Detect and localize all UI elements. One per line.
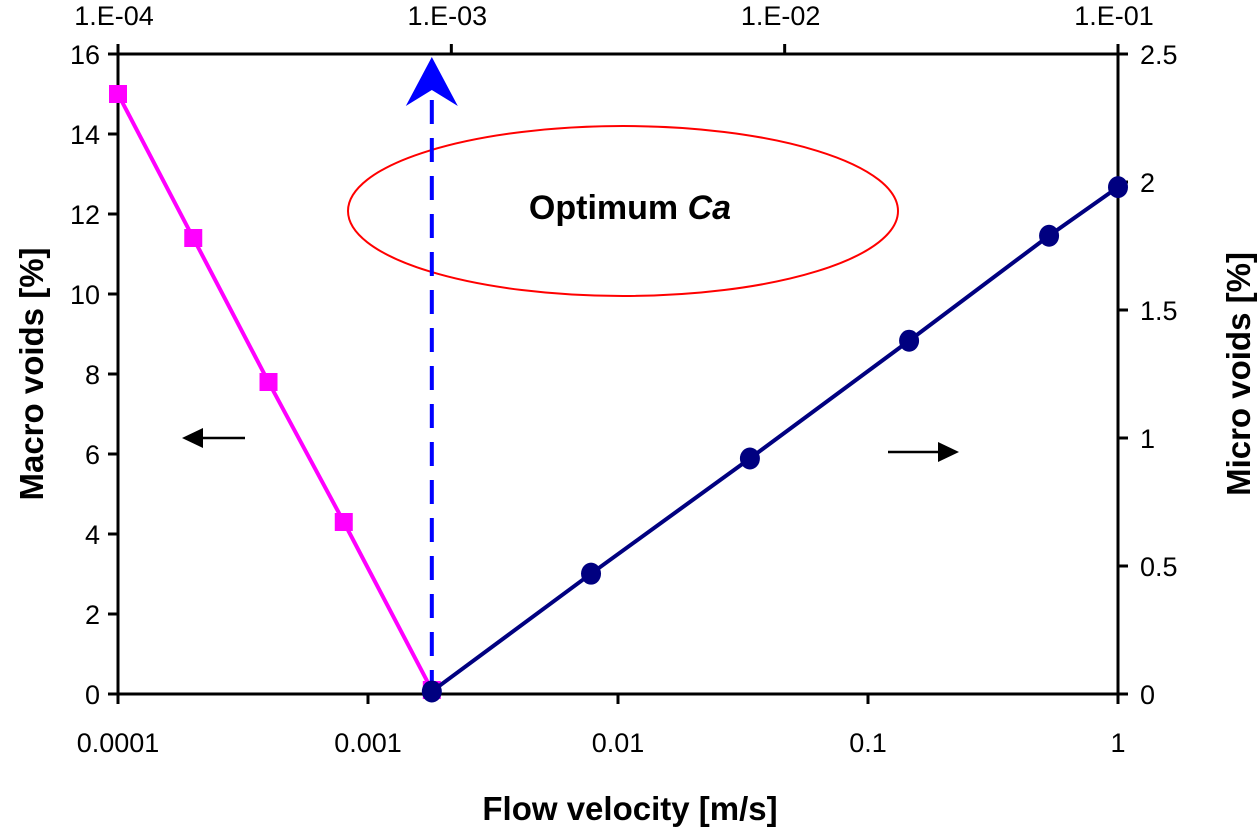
series [109,85,1128,703]
y-tick-label: 16 [70,40,100,70]
x-tick-label: 0.0001 [77,728,160,758]
y-tick-label: 0 [85,680,100,710]
y-tick-label: 8 [85,360,100,390]
micro-voids-point [899,329,920,352]
x2-tick-label: 1.E-03 [408,1,488,31]
micro-voids-point [1039,224,1060,247]
right-axis-arrow [888,442,959,462]
y2-axis-title: Micro voids [%] [1220,252,1257,496]
x2-tick-label: 1.E-04 [74,1,154,31]
x2-tick-label: 1.E-02 [741,1,821,31]
x2-tick-label: 1.E-01 [1074,1,1154,31]
y2-tick-label: 1.5 [1140,296,1178,326]
y-tick-label: 6 [85,440,100,470]
y-tick-label: 14 [70,120,100,150]
micro-voids-point [581,562,602,585]
series-line-macro-voids [116,93,434,691]
micro-voids-point [421,680,442,703]
optimum-ellipse [347,125,899,297]
series-line-micro-voids [430,185,1120,694]
ticks: 0.0001 0.001 0.01 0.1 1 1.E-04 1.E-03 1.E-02 1.E… [70,1,1178,758]
y2-tick-label: 2 [1140,168,1155,198]
y-tick-label: 12 [70,200,100,230]
y-tick-label: 2 [85,600,100,630]
macro-voids-point [259,373,278,391]
x-tick-label: 0.1 [849,728,887,758]
y-axis-title: Macro voids [%] [13,247,50,500]
optimum-line [405,57,458,694]
x-tick-label: 0.01 [592,728,645,758]
y2-tick-label: 2.5 [1140,40,1178,70]
y-tick-label: 10 [70,280,100,310]
y2-tick-label: 0.5 [1140,552,1178,582]
x-tick-label: 0.001 [334,728,402,758]
y-tick-label: 4 [85,520,100,550]
macro-voids-point [334,513,353,531]
optimum-label: Optimum Ca [529,189,731,227]
macro-voids-point [184,229,203,247]
y2-tick-label: 0 [1140,680,1155,710]
x-axis-title: Flow velocity [m/s] [482,790,777,827]
y2-tick-label: 1 [1140,424,1155,454]
micro-voids-point [739,447,760,470]
micro-voids-point [1108,176,1128,199]
left-axis-arrow [182,428,245,448]
x-tick-label: 1 [1110,728,1125,758]
optimum-arrowhead [405,57,458,106]
macro-voids-point [109,85,127,103]
